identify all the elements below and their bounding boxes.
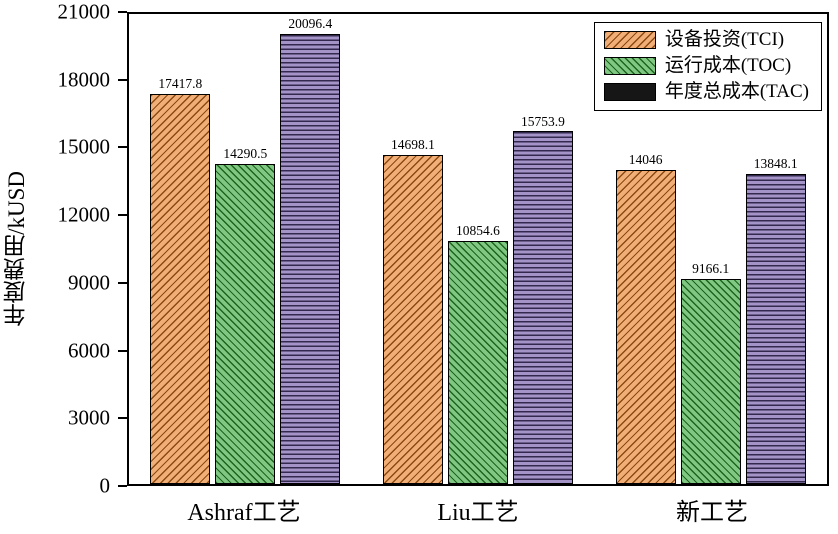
- y-tick-mark: [118, 281, 127, 284]
- y-tick-label: 21000: [57, 0, 111, 24]
- bar: 13848.1: [745, 156, 806, 484]
- legend: 设备投资(TCI) 运行成本(TOC) 年度总成本(TAC): [593, 22, 822, 111]
- legend-swatch: [603, 57, 656, 76]
- y-tick-label: 12000: [57, 202, 111, 227]
- legend-label: 年度总成本(TAC): [664, 80, 809, 102]
- bar-value-label: 10854.6: [456, 223, 500, 239]
- bar-value-label: 14290.5: [223, 146, 268, 162]
- x-tick-label: Liu工艺: [437, 500, 519, 526]
- legend-swatch: [603, 31, 656, 50]
- bar-group: 14698.1 10854.6 15753.9: [382, 14, 573, 484]
- x-axis-labels: Ashraf工艺 Liu工艺 新工艺: [127, 492, 829, 527]
- y-tick-label: 6000: [68, 338, 110, 363]
- bar: 20096.4: [280, 17, 341, 484]
- y-tick-mark: [118, 78, 127, 81]
- bar-value-label: 17417.8: [158, 76, 203, 92]
- y-tick-mark: [118, 11, 127, 13]
- y-axis: 0 3000 6000 9000 12000 15000 18000 21000: [0, 1, 127, 496]
- y-tick-mark: [118, 349, 127, 352]
- y-tick-label: 0: [99, 473, 111, 498]
- legend-entry: 设备投资(TCI): [603, 29, 809, 51]
- bar-fill: [447, 241, 508, 484]
- x-tick-label: Ashraf工艺: [187, 500, 301, 526]
- legend-swatch: [603, 83, 656, 102]
- y-tick-mark: [118, 417, 127, 420]
- bar-value-label: 14698.1: [391, 137, 435, 153]
- bar: 17417.8: [150, 76, 211, 484]
- legend-label: 运行成本(TOC): [664, 54, 792, 76]
- y-tick-mark: [118, 214, 127, 217]
- bar-fill: [382, 155, 443, 484]
- bar-value-label: 15753.9: [521, 113, 565, 129]
- bar-groups: 17417.8 14290.5 20096.4 14698.1 10854.6 15753…: [129, 14, 827, 484]
- bar-fill: [215, 164, 276, 484]
- bar: 14698.1: [382, 137, 443, 484]
- bar-fill: [512, 131, 573, 484]
- bar-value-label: 20096.4: [288, 16, 333, 32]
- bar: 14046: [615, 152, 676, 484]
- bar-group: 17417.8 14290.5 20096.4: [150, 14, 341, 484]
- legend-label: 设备投资(TCI): [664, 29, 785, 50]
- y-tick-label: 3000: [68, 405, 110, 430]
- bar-value-label: 9166.1: [692, 261, 730, 277]
- plot-area: 17417.8 14290.5 20096.4 14698.1 10854.6 15753…: [127, 12, 829, 486]
- y-tick-label: 15000: [57, 134, 111, 159]
- bar: 9166.1: [680, 261, 741, 484]
- y-tick-label: 18000: [57, 67, 111, 92]
- legend-entry: 运行成本(TOC): [603, 54, 809, 77]
- bar-value-label: 13848.1: [753, 156, 798, 172]
- bar-group: 14046 9166.1 13848.1: [615, 14, 806, 484]
- y-tick-label: 9000: [68, 270, 110, 295]
- bar-value-label: 14046: [628, 151, 663, 167]
- bar-fill: [280, 34, 341, 484]
- legend-entry: 年度总成本(TAC): [603, 80, 809, 103]
- bar: 14290.5: [215, 146, 276, 484]
- bar-fill: [615, 169, 676, 484]
- bar: 10854.6: [447, 223, 508, 484]
- x-tick-label: 新工艺: [676, 500, 748, 526]
- bar-fill: [150, 94, 211, 484]
- bar-fill: [680, 278, 741, 484]
- y-tick-mark: [118, 146, 127, 149]
- bar: 15753.9: [512, 114, 573, 484]
- y-tick-mark: [118, 485, 127, 487]
- bar-fill: [745, 174, 806, 484]
